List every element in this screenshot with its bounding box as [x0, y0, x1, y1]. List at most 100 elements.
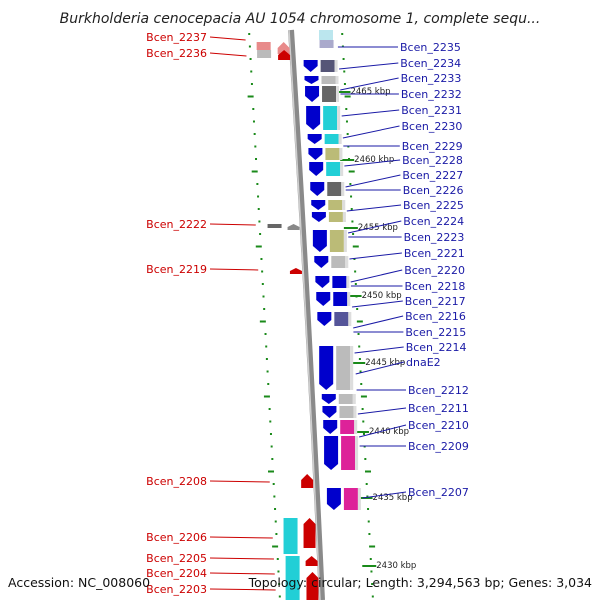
gene-arrow	[304, 76, 319, 84]
gene-block	[347, 292, 351, 306]
leader-line	[353, 315, 404, 329]
gene-arrow	[306, 572, 319, 600]
leader-line	[359, 424, 407, 438]
gene-arrow	[278, 50, 291, 60]
gene-label-bcen_2205: Bcen_2205	[146, 552, 207, 565]
gene-label-bcen_2221: Bcen_2221	[404, 247, 465, 260]
gene-block	[332, 276, 347, 288]
leader-line	[349, 252, 402, 260]
gene-arrow	[307, 134, 322, 144]
gene-label-bcen_2223: Bcen_2223	[404, 231, 465, 244]
leader-line	[209, 52, 247, 57]
gene-arrow	[317, 312, 332, 326]
kbp-scale: 2465 kbp 2460 kbp 2455 kbp 2450 kbp 2445 kbp…	[336, 87, 416, 571]
gene-block	[331, 256, 346, 268]
leader-line	[344, 159, 401, 167]
gene-labels: Bcen_2237 Bcen_2236 Bcen_2222 Bcen_2219 Bcen…	[146, 31, 469, 596]
gene-label-bcen_2214: Bcen_2214	[406, 341, 467, 354]
gene-arrow	[287, 224, 300, 230]
gene-label-bcen_2210: Bcen_2210	[408, 419, 469, 432]
gene-block	[350, 346, 354, 390]
sequence-backbone	[288, 29, 325, 600]
gene-arrow	[308, 148, 323, 160]
accession-text: Accession: NC_008060	[8, 575, 150, 590]
map-title: Burkholderia cenocepacia AU 1054 chromos…	[60, 11, 541, 27]
gene-block	[348, 312, 352, 326]
gene-block	[354, 420, 358, 434]
gene-block	[283, 518, 298, 554]
gene-block	[325, 148, 340, 160]
gene-label-bcen_2220: Bcen_2220	[404, 264, 465, 277]
gene-label-bcen_2212: Bcen_2212	[408, 384, 469, 397]
gene-block	[339, 406, 354, 418]
gene-arrow	[326, 488, 341, 510]
gene-arrow	[311, 212, 326, 222]
gene-label-bcen_2236: Bcen_2236	[146, 47, 207, 60]
gene-label-bcen_2237: Bcen_2237	[146, 31, 207, 44]
gene-block	[336, 86, 340, 102]
leader-line	[340, 77, 399, 91]
gene-label-bcen_2217: Bcen_2217	[405, 295, 466, 308]
gene-arrow	[316, 292, 331, 306]
leader-line	[342, 125, 400, 139]
gene-block	[340, 162, 344, 176]
gene-block	[341, 436, 356, 470]
leader-line	[355, 361, 405, 375]
kbp-label: 2435 kbp	[373, 493, 413, 503]
gene-block	[353, 406, 357, 418]
gene-block	[336, 346, 351, 390]
gene-block	[320, 60, 335, 72]
gene-label-bcen_2215: Bcen_2215	[405, 326, 466, 339]
gene-block	[323, 106, 338, 130]
gene-block	[346, 276, 350, 288]
gene-arrow	[323, 420, 338, 434]
gene-label-bcen_2204: Bcen_2204	[146, 567, 207, 580]
gene-arrow	[312, 230, 327, 252]
leader-line	[209, 588, 276, 591]
leader-line	[341, 109, 400, 117]
gene-arrow	[315, 276, 330, 288]
gene-block	[326, 162, 341, 176]
gene-label-bcen_2234: Bcen_2234	[400, 57, 461, 70]
gene-label-bcen_2235: Bcen_2235	[400, 41, 461, 54]
leader-line	[350, 269, 403, 283]
gene-block	[355, 436, 359, 470]
gene-block	[267, 224, 282, 228]
gene-arrow	[303, 60, 318, 72]
gene-block	[343, 488, 358, 510]
gene-block	[352, 394, 356, 404]
gene-label-bcen_2229: Bcen_2229	[402, 140, 463, 153]
gene-block	[334, 60, 338, 72]
leader-line	[209, 557, 274, 560]
gene-block	[335, 76, 339, 84]
leader-line	[346, 204, 402, 212]
gene-arrow	[303, 518, 316, 548]
kbp-label: 2460 kbp	[354, 155, 394, 165]
gene-arrow	[306, 106, 321, 130]
leader-line	[209, 572, 275, 575]
gene-arrow	[309, 162, 324, 176]
gene-label-bcen_2224: Bcen_2224	[403, 215, 464, 228]
leader-line	[362, 491, 407, 499]
gene-label-bcen_2216: Bcen_2216	[405, 310, 466, 323]
gene-block	[285, 556, 300, 600]
leader-line	[209, 536, 273, 539]
gene-arrow	[321, 394, 336, 404]
gene-label-bcen_2228: Bcen_2228	[402, 154, 463, 167]
leader-line	[354, 346, 404, 354]
leader-line	[345, 174, 401, 188]
leader-line	[209, 36, 246, 41]
gene-arrow	[289, 268, 302, 274]
gene-label-bcen_2207: Bcen_2207	[408, 486, 469, 499]
gene-arrow	[305, 86, 320, 102]
gene-block	[319, 40, 334, 48]
gene-arrow	[324, 436, 339, 470]
gene-label-bcen_2218: Bcen_2218	[405, 280, 466, 293]
scale-ticks	[247, 33, 376, 598]
gene-block	[342, 212, 346, 222]
gene-block	[339, 148, 343, 160]
gene-label-bcen_2232: Bcen_2232	[401, 88, 462, 101]
gene-block	[345, 256, 349, 268]
gene-label-bcen_2219: Bcen_2219	[146, 263, 207, 276]
